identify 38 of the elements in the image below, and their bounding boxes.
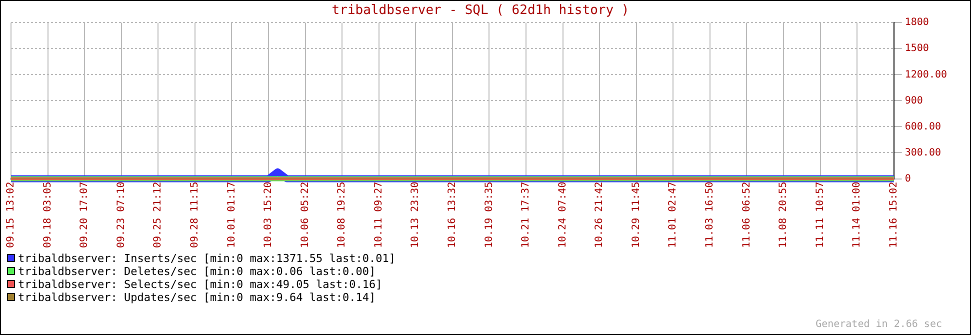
x-tick-label: 11.14 01:00 — [852, 182, 863, 248]
text: Generated in 2.66 sec — [816, 319, 942, 330]
y-tick-label: 300.00 — [904, 147, 941, 158]
legend-label: tribaldbserver: Selects/sec [min:0 max:49.05 last:0.16] — [17, 278, 384, 291]
x-tick-label: 09.25 21:12 — [152, 182, 164, 248]
x-tick-label: 10.26 21:42 — [594, 182, 606, 248]
x-tick-label: 10.13 23:30 — [410, 182, 422, 248]
x-tick-label: 10.08 19:25 — [336, 182, 348, 248]
x-tick-label: 10.24 07:40 — [557, 182, 568, 248]
legend-label: tribaldbserver: Updates/sec [min:0 max:9.64 last:0.14] — [17, 291, 377, 304]
x-tick-label: 10.29 11:45 — [630, 182, 642, 248]
x-tick-label: 11.11 10:57 — [814, 182, 826, 248]
chart-title: tribaldbserver - SQL ( 62d1h history ) — [332, 3, 630, 18]
x-tick-label: 11.01 02:47 — [668, 182, 679, 248]
y-tick-label: 1500 — [904, 43, 929, 54]
x-tick-label: 10.01 01:17 — [226, 182, 238, 248]
x-tick-label: 10.21 17:37 — [520, 182, 532, 248]
x-tick-label: 09.23 07:10 — [116, 182, 127, 248]
x-tick-label: 11.06 06:52 — [741, 182, 752, 248]
legend-label: tribaldbserver: Deletes/sec [min:0 max:0.06 last:0.00] — [17, 265, 377, 278]
x-tick-label: 09.20 17:07 — [79, 182, 90, 248]
x-tick-label: 10.03 15:20 — [263, 182, 274, 248]
x-tick-label: 10.11 09:27 — [373, 182, 384, 248]
x-tick-label: 11.08 20:55 — [778, 182, 790, 248]
legend-label: tribaldbserver: Inserts/sec [min:0 max:1371.55 last:0.01] — [17, 252, 396, 265]
x-tick-label: 09.18 03:05 — [42, 182, 54, 248]
x-tick-label: 10.19 03:35 — [484, 182, 495, 248]
y-tick-label: 1200.00 — [904, 69, 948, 80]
x-tick-label: 11.16 15:02 — [888, 182, 900, 248]
x-tick-label: 10.16 13:32 — [447, 182, 458, 248]
y-tick-label: 900 — [904, 95, 923, 106]
x-tick-label: 09.15 13:02 — [6, 182, 17, 248]
y-tick-label: 1800 — [904, 17, 929, 28]
y-tick-label: 0 — [904, 173, 911, 184]
x-tick-label: 10.06 05:22 — [300, 182, 311, 248]
x-tick-label: 11.03 16:50 — [704, 182, 716, 248]
y-tick-label: 600.00 — [904, 121, 941, 132]
x-tick-label: 09.28 11:15 — [190, 182, 201, 248]
